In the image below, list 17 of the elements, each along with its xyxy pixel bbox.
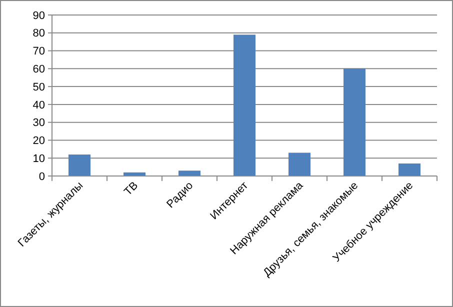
bar: [68, 154, 90, 176]
y-tick-label: 10: [32, 152, 45, 165]
y-tick-label: 20: [32, 135, 45, 148]
y-tick-label: 0: [38, 170, 45, 183]
y-tick-label: 70: [32, 46, 45, 58]
x-tick-label: ТВ: [122, 180, 141, 198]
y-tick-label: 60: [32, 64, 45, 76]
bar: [288, 152, 310, 176]
bar: [234, 34, 256, 176]
y-tick-label: 50: [32, 81, 45, 94]
y-tick-label: 90: [32, 10, 45, 22]
bar: [178, 170, 200, 176]
y-tick-label: 40: [32, 99, 45, 112]
bar: [344, 68, 366, 176]
bar: [398, 163, 420, 176]
y-tick-label: 30: [32, 117, 45, 130]
y-tick-label: 80: [32, 28, 45, 40]
